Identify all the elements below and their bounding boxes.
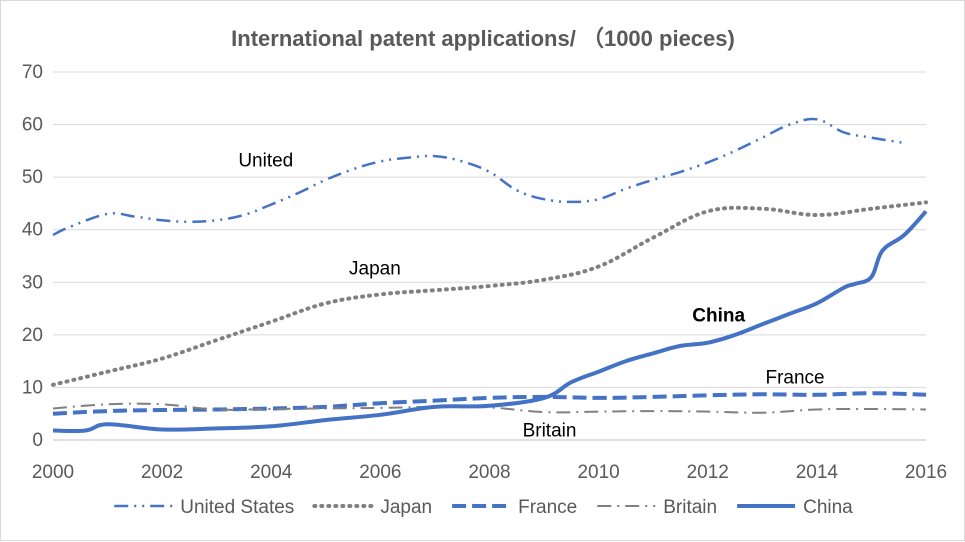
x-tick-label: 2008 (468, 462, 510, 483)
x-tick-label: 2010 (577, 462, 619, 483)
legend-label: China (803, 497, 853, 518)
legend-label: Britain (663, 497, 717, 518)
series-line-united-states (52, 117, 905, 237)
chart-title: International patent applications/ （1000… (231, 26, 735, 51)
legend: United States Japan France Britain China (114, 497, 853, 518)
annotation-label: France (765, 368, 824, 389)
series-lines (51, 117, 928, 434)
axes: 0 10 20 30 40 50 60 70 2000 2002 2004 2006 2008 2010 2… (22, 62, 947, 483)
x-tick-label: 2012 (687, 462, 729, 483)
annotation-label: United (238, 151, 293, 172)
legend-label: United States (180, 497, 294, 518)
annotation-label: Britain (523, 420, 577, 441)
x-tick-label: 2004 (250, 462, 293, 483)
y-tick-label: 70 (22, 62, 43, 83)
x-tick-label: 2014 (796, 462, 839, 483)
y-tick-label: 40 (22, 220, 43, 241)
gridlines (53, 71, 926, 388)
y-tick-label: 10 (22, 377, 43, 398)
y-tick-label: 50 (22, 167, 43, 188)
y-tick-label: 20 (22, 325, 43, 346)
x-tick-label: 2006 (359, 462, 401, 483)
series-line-china (52, 209, 928, 434)
series-line-britain (52, 402, 927, 414)
y-tick-label: 0 (32, 430, 43, 451)
y-tick-label: 30 (22, 272, 43, 293)
legend-label: Japan (380, 497, 432, 518)
annotations: United Japan China France Britain (238, 151, 824, 442)
series-line-france (52, 391, 927, 416)
legend-label: France (518, 497, 577, 518)
x-tick-label: 2002 (141, 462, 183, 483)
x-tick-label: 2000 (32, 462, 74, 483)
series-line-japan (51, 200, 928, 387)
annotation-label: Japan (349, 258, 401, 279)
y-tick-label: 60 (22, 115, 43, 136)
x-tick-label: 2016 (905, 462, 947, 483)
annotation-label: China (692, 306, 745, 327)
